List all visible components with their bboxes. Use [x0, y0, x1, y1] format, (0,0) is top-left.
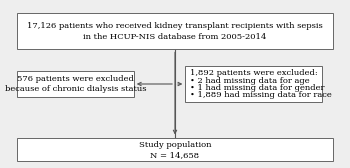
Bar	[185, 66, 322, 102]
Bar	[17, 71, 134, 97]
Text: Study population
N = 14,658: Study population N = 14,658	[139, 141, 211, 159]
Text: 1,892 patients were excluded:: 1,892 patients were excluded:	[190, 69, 318, 77]
Text: 17,126 patients who received kidney transplant recipients with sepsis
in the HCU: 17,126 patients who received kidney tran…	[27, 22, 323, 40]
Text: • 1 had missing data for gender: • 1 had missing data for gender	[190, 84, 325, 92]
Text: 576 patients were excluded
because of chronic dialysis status: 576 patients were excluded because of ch…	[5, 75, 146, 93]
Bar	[17, 138, 333, 161]
Bar	[17, 13, 333, 49]
Text: • 1,889 had missing data for race: • 1,889 had missing data for race	[190, 91, 332, 99]
Text: • 2 had missing data for age: • 2 had missing data for age	[190, 77, 310, 85]
